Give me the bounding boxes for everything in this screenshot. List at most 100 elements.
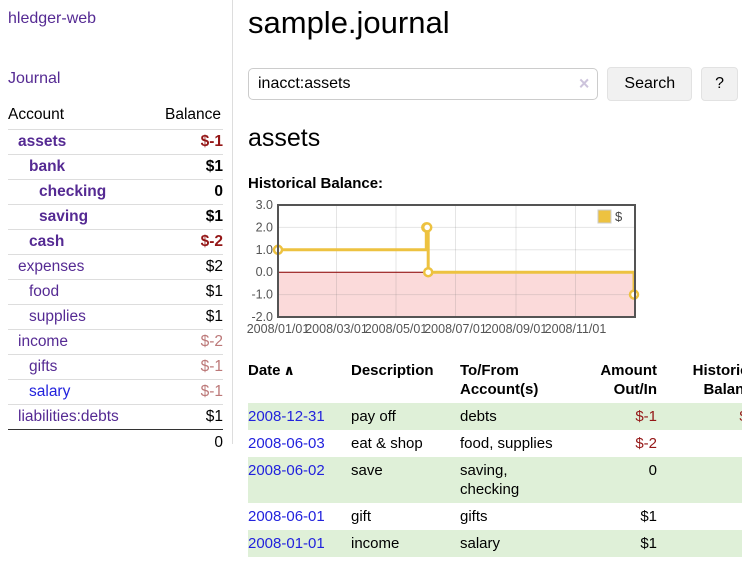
column-header-date[interactable]: Date ∧	[248, 359, 351, 403]
account-row: saving $1	[8, 204, 223, 230]
account-balance: $1	[149, 204, 223, 230]
account-balance: $-2	[149, 329, 223, 355]
account-link[interactable]: cash	[29, 233, 65, 250]
svg-text:2008/11/01: 2008/11/01	[545, 322, 607, 336]
register-row: 2008-06-02 save saving, checking 0 $2	[248, 457, 742, 503]
register-date-link[interactable]: 2008-06-02	[248, 462, 325, 479]
svg-text:-1.0: -1.0	[251, 288, 273, 302]
register-amount-cell: 0	[648, 462, 657, 479]
column-header-balance: Balance	[164, 106, 221, 123]
svg-text:0.0: 0.0	[256, 265, 273, 279]
register-amount-cell: $-1	[635, 408, 657, 425]
account-name-cell: income	[8, 329, 150, 355]
register-balance-cell: $1	[663, 530, 742, 557]
svg-text:2008/03/01: 2008/03/01	[305, 322, 368, 336]
data-point-marker	[421, 222, 433, 233]
account-name-cell: gifts	[8, 354, 150, 380]
register-date-link[interactable]: 2008-01-01	[248, 535, 325, 552]
account-name-cell: liabilities:debts	[8, 404, 150, 430]
column-header-description: Description	[351, 362, 434, 379]
search-button[interactable]: Search	[607, 67, 693, 101]
account-row: salary $-1	[8, 379, 223, 405]
svg-text:2.0: 2.0	[256, 220, 273, 234]
search-input[interactable]	[248, 68, 599, 100]
account-link[interactable]: checking	[39, 183, 107, 200]
account-row: income $-2	[8, 329, 223, 355]
account-link[interactable]: bank	[29, 158, 66, 175]
register-row: 2008-06-03 eat & shop food, supplies $-2 0	[248, 430, 742, 457]
register-date-link[interactable]: 2008-06-03	[248, 435, 325, 452]
account-link[interactable]: assets	[18, 133, 67, 150]
account-link[interactable]: expenses	[18, 258, 85, 275]
account-row: gifts $-1	[8, 354, 223, 380]
clear-search-icon[interactable]: ×	[578, 73, 590, 94]
account-balance: $-2	[149, 229, 223, 255]
register-amount-cell: $-2	[635, 435, 657, 452]
account-link[interactable]: food	[29, 283, 60, 300]
account-name-cell: food	[8, 279, 150, 305]
account-row: bank $1	[8, 154, 223, 180]
account-balance: $2	[149, 254, 223, 280]
account-balance: $-1	[149, 379, 223, 405]
search-help-button[interactable]: ?	[701, 67, 738, 101]
register-description-cell: save	[351, 462, 383, 479]
account-link[interactable]: salary	[29, 383, 71, 400]
account-balance: 0	[149, 179, 223, 205]
column-header-amount: Amount Out/In	[600, 362, 657, 398]
account-link[interactable]: liabilities:debts	[18, 408, 119, 425]
account-link[interactable]: saving	[39, 208, 89, 225]
account-name-cell: supplies	[8, 304, 150, 330]
register-accounts-cell: salary	[460, 535, 501, 552]
register-date-cell: 2008-12-31	[248, 403, 351, 430]
chart-heading: Historical Balance:	[248, 175, 384, 192]
account-balance: $1	[149, 154, 223, 180]
svg-text:2008/07/01: 2008/07/01	[424, 322, 487, 336]
account-row: checking 0	[8, 179, 223, 205]
register-description-cell: pay off	[351, 408, 396, 425]
svg-text:3.0: 3.0	[256, 198, 273, 212]
register-description-cell: gift	[351, 508, 372, 525]
page-title: sample.journal	[248, 5, 450, 40]
account-name-cell: expenses	[8, 254, 150, 280]
plot-border	[277, 204, 636, 318]
account-link[interactable]: supplies	[29, 308, 86, 325]
column-header-accounts: To/From Account(s)	[460, 362, 539, 398]
account-name-cell: cash	[8, 229, 150, 255]
account-balance: $1	[149, 279, 223, 305]
register-date-link[interactable]: 2008-06-01	[248, 508, 325, 525]
search-input-wrap: ×	[248, 68, 599, 100]
account-name-cell: bank	[8, 154, 150, 180]
register-accounts-cell: food, supplies	[460, 435, 553, 452]
register-date-link[interactable]: 2008-12-31	[248, 408, 325, 425]
sort-ascending-icon: ∧	[283, 362, 295, 378]
account-link[interactable]: income	[18, 333, 68, 350]
account-heading: assets	[248, 124, 321, 152]
account-balance: $-1	[149, 354, 223, 380]
register-row: 2008-12-31 pay off debts $-1 $-1	[248, 403, 742, 430]
accounts-table: Account Balance assets $-1 bank $1 checking 0…	[8, 104, 223, 455]
account-link[interactable]: gifts	[29, 358, 58, 375]
negative-region	[278, 272, 635, 317]
svg-text:2008/01/01: 2008/01/01	[247, 322, 310, 336]
account-name-cell: saving	[8, 204, 150, 230]
sidebar-item-journal[interactable]: Journal	[8, 70, 61, 87]
register-row: 2008-01-01 income salary $1 $1	[248, 530, 742, 557]
search-bar: × Search ?	[248, 67, 738, 101]
account-balance: $1	[149, 404, 223, 430]
register-tbody: 2008-12-31 pay off debts $-1 $-1 2008-06-03 ea…	[248, 403, 742, 557]
register-table: Date ∧ Description To/From Account(s) Amo…	[248, 359, 742, 557]
account-row: liabilities:debts $1	[8, 404, 223, 430]
account-row: assets $-1	[8, 129, 223, 155]
register-accounts-cell: saving, checking	[460, 462, 520, 498]
register-balance-cell: $-1	[663, 403, 742, 430]
register-date-cell: 2008-06-02	[248, 457, 351, 503]
register-date-cell: 2008-01-01	[248, 530, 351, 557]
account-name-cell: checking	[8, 179, 150, 205]
column-header-account: Account	[8, 106, 65, 123]
register-description-cell: income	[351, 535, 400, 552]
app-brand-link[interactable]: hledger-web	[8, 10, 97, 27]
main-content: sample.journal × Search ? assets Histori…	[247, 0, 742, 557]
account-row: expenses $2	[8, 254, 223, 280]
svg-text:1.0: 1.0	[256, 243, 273, 257]
account-row: cash $-2	[8, 229, 223, 255]
